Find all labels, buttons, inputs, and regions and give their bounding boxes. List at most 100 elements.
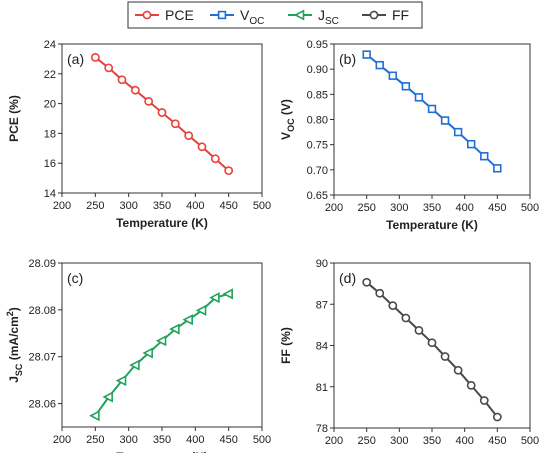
x-tick-label: 500 (521, 435, 539, 447)
data-point (453, 365, 463, 375)
data-point (401, 313, 411, 323)
plot-frame (61, 262, 263, 428)
x-tick-label: 400 (455, 202, 473, 214)
y-tick-label: 28.08 (28, 305, 56, 317)
y-tick-label: 0.90 (307, 64, 328, 76)
y-tick-label: 16 (44, 158, 56, 170)
panel-label: (b) (339, 51, 356, 67)
data-point (427, 104, 437, 114)
panel-d: 200 250 300 350 400 450 500 78 81 84 87 90 Temperatu… (279, 258, 539, 453)
y-tick-label: 0.85 (307, 89, 328, 101)
data-point (115, 375, 127, 387)
data-point (440, 352, 450, 361)
y-tick-label: 90 (316, 258, 328, 270)
data-point (182, 314, 193, 326)
x-axis-label: Temperature (K) (386, 218, 478, 232)
y-tick-label: 28.07 (28, 352, 56, 364)
data-point (375, 288, 385, 298)
data-point (209, 292, 220, 304)
y-tick-label: 24 (44, 39, 56, 51)
panel-c: 200 250 300 350 400 450 500 28.06 28.07 28.08 28.0… (5, 258, 271, 453)
x-axis-label: Temperature (K) (116, 216, 208, 230)
data-point (453, 127, 463, 137)
legend-marker (142, 10, 152, 20)
legend-entry-label: VOC (240, 7, 264, 27)
x-tick-label: 400 (186, 200, 204, 212)
legend-entry-label: FF (392, 7, 409, 23)
data-point (155, 335, 167, 347)
y-axis-label: VOC (V) (279, 99, 296, 140)
y-axis-label: JSC (mA/cm2) (5, 307, 24, 383)
data-point (169, 323, 180, 335)
y-axis-label: FF (%) (279, 327, 293, 364)
legend-marker (293, 9, 305, 21)
data-point (388, 71, 397, 80)
x-axis-label: Temperature (K) (386, 451, 478, 453)
data-point (440, 116, 450, 125)
data-point (144, 96, 154, 106)
data-point (479, 396, 489, 405)
x-tick-label: 350 (423, 435, 441, 447)
y-axis-label: PCE (%) (7, 95, 21, 142)
data-point (90, 53, 100, 62)
y-tick-label: 28.09 (28, 258, 56, 270)
y-tick-label: 28.06 (28, 399, 56, 411)
y-tick-label: 18 (44, 128, 56, 140)
data-point (104, 63, 114, 73)
series-line (366, 281, 499, 418)
data-point (142, 347, 153, 359)
x-tick-label: 200 (325, 435, 343, 447)
data-point (401, 82, 411, 91)
panel-b: 200 250 300 350 400 450 500 0.65 0.70 0.75 0.80 0.8… (279, 39, 539, 232)
x-tick-label: 450 (488, 435, 506, 447)
y-tick-label: 0.70 (307, 165, 328, 177)
data-point (427, 338, 437, 348)
data-point (362, 50, 371, 59)
data-point (388, 301, 398, 311)
y-tick-label: 78 (316, 423, 328, 435)
legend-marker (217, 10, 227, 20)
y-tick-label: 0.75 (307, 140, 328, 152)
y-tick-label: 14 (44, 188, 56, 200)
y-tick-label: 0.80 (307, 115, 328, 127)
data-point (197, 142, 207, 152)
data-point (493, 164, 502, 173)
panel-label: (a) (67, 51, 84, 67)
legend-entry-label: JSC (318, 7, 339, 27)
data-point (466, 139, 476, 149)
y-tick-label: 0.65 (307, 190, 328, 202)
y-tick-label: 87 (316, 299, 328, 311)
data-point (480, 152, 489, 161)
legend: PCE VOC JSC FF (127, 1, 423, 29)
data-point (362, 277, 372, 287)
x-tick-label: 400 (455, 435, 473, 447)
data-point (170, 119, 180, 129)
data-point (375, 60, 384, 70)
y-tick-label: 20 (44, 99, 56, 111)
data-point (129, 359, 140, 371)
x-tick-label: 250 (86, 434, 104, 446)
data-point (184, 131, 194, 141)
data-point (157, 108, 167, 117)
x-tick-label: 300 (119, 434, 137, 446)
panel-a: 200 250 300 350 400 450 500 14 16 18 20 22 24 Tempera… (7, 39, 271, 230)
data-point (130, 85, 140, 95)
x-tick-label: 500 (521, 202, 539, 214)
x-axis-label: Temperature (K) (116, 450, 208, 453)
x-tick-label: 450 (219, 200, 237, 212)
data-point (89, 410, 100, 422)
y-tick-label: 81 (316, 382, 328, 394)
x-tick-label: 250 (86, 200, 104, 212)
legend-marker (369, 10, 379, 20)
legend-entry-label: PCE (165, 7, 194, 23)
x-tick-label: 200 (53, 434, 71, 446)
panel-label: (d) (339, 270, 356, 286)
data-point (224, 166, 234, 176)
y-tick-label: 22 (44, 69, 56, 81)
data-point (492, 412, 502, 422)
x-tick-label: 200 (53, 200, 71, 212)
x-tick-label: 300 (390, 435, 408, 447)
x-tick-label: 250 (357, 202, 375, 214)
data-point (222, 288, 233, 300)
